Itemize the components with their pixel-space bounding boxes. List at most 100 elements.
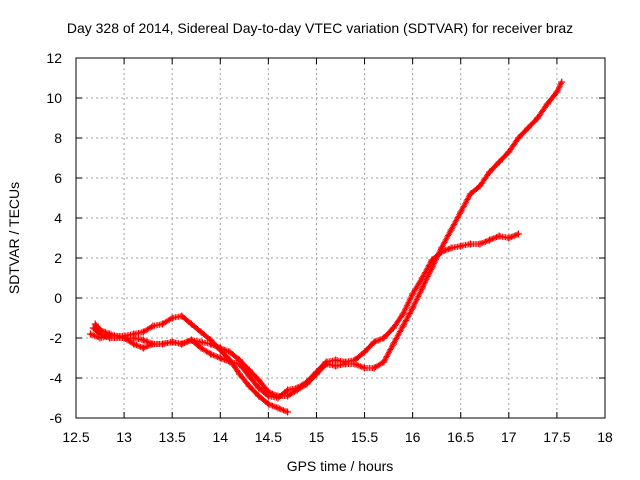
data-point xyxy=(476,240,484,248)
x-tick-label: 14.5 xyxy=(255,429,282,445)
data-point xyxy=(457,242,465,250)
data-point xyxy=(197,344,205,352)
data-point xyxy=(207,340,215,348)
data-point xyxy=(255,376,263,384)
series-markers xyxy=(90,231,522,401)
data-point xyxy=(476,182,484,190)
data-point xyxy=(418,284,426,292)
y-tick-label: 0 xyxy=(54,290,62,306)
y-tick-label: 4 xyxy=(54,210,62,226)
y-tick-label: 6 xyxy=(54,170,62,186)
y-tick-label: -4 xyxy=(50,370,63,386)
y-tick-label: -2 xyxy=(50,330,63,346)
data-point xyxy=(389,324,397,332)
x-tick-label: 13.5 xyxy=(159,429,186,445)
data-point xyxy=(187,320,195,328)
data-point xyxy=(437,244,445,252)
data-point xyxy=(216,344,224,352)
data-point xyxy=(303,380,311,388)
data-point xyxy=(495,158,503,166)
x-tick-label: 14 xyxy=(212,429,228,445)
data-point xyxy=(96,326,104,334)
data-point xyxy=(226,356,234,364)
data-point xyxy=(245,372,253,380)
data-point xyxy=(106,330,114,338)
data-point xyxy=(543,100,551,108)
data-point xyxy=(130,334,138,342)
data-point xyxy=(255,392,263,400)
data-point xyxy=(264,388,272,396)
x-tick-label: 15.5 xyxy=(351,429,378,445)
data-point xyxy=(197,328,205,336)
data-point xyxy=(245,366,253,374)
data-point xyxy=(428,264,436,272)
data-point xyxy=(149,322,157,330)
data-point xyxy=(361,364,369,372)
data-point xyxy=(466,240,474,248)
data-point xyxy=(149,340,157,348)
plot-frame xyxy=(75,57,606,419)
data-point xyxy=(341,360,349,368)
data-point xyxy=(505,234,513,242)
data-point xyxy=(274,404,282,412)
data-point xyxy=(466,190,474,198)
data-point xyxy=(168,338,176,346)
data-point xyxy=(553,88,561,96)
y-axis-label: SDTVAR / TECUs xyxy=(6,182,22,294)
data-point xyxy=(264,400,272,408)
data-point xyxy=(486,168,494,176)
data-point xyxy=(332,362,340,370)
data-point xyxy=(236,356,244,364)
data-point xyxy=(370,364,378,372)
data-point xyxy=(130,340,138,348)
x-tick-label: 18 xyxy=(597,429,613,445)
x-tick-label: 15 xyxy=(309,429,325,445)
data-point xyxy=(197,338,205,346)
data-point xyxy=(159,320,167,328)
data-point xyxy=(91,320,99,328)
data-point xyxy=(187,336,195,344)
data-point xyxy=(236,370,244,378)
data-point xyxy=(447,226,455,234)
data-point xyxy=(207,350,215,358)
x-tick-label: 16.5 xyxy=(447,429,474,445)
data-point xyxy=(274,392,282,400)
data-point xyxy=(226,348,234,356)
data-point xyxy=(524,124,532,132)
data-point xyxy=(399,310,407,318)
data-point xyxy=(96,334,104,342)
data-point xyxy=(284,386,292,394)
y-tick-label: 10 xyxy=(46,90,62,106)
x-tick-label: 17.5 xyxy=(543,429,570,445)
data-point xyxy=(380,358,388,366)
data-point xyxy=(293,386,301,394)
data-point xyxy=(312,370,320,378)
data-point xyxy=(361,348,369,356)
data-point xyxy=(284,408,292,416)
data-point xyxy=(380,334,388,342)
data-point xyxy=(505,148,513,156)
y-tick-label: 12 xyxy=(46,50,62,66)
data-layer xyxy=(86,78,566,416)
data-point xyxy=(120,334,128,342)
tick-layer: 12.5 13 13.5 14 14.5 15 15.5 16 16.5 17 17.5 18 -6 -4… xyxy=(46,50,613,445)
data-point xyxy=(409,304,417,312)
data-point xyxy=(245,382,253,390)
x-tick-label: 12.5 xyxy=(62,429,89,445)
y-tick-label: 8 xyxy=(54,130,62,146)
series-markers xyxy=(87,313,291,415)
data-point xyxy=(370,338,378,346)
data-point xyxy=(399,322,407,330)
data-point xyxy=(558,78,566,86)
data-point xyxy=(139,328,147,336)
data-point xyxy=(159,340,167,348)
data-point xyxy=(216,354,224,362)
y-tick-label: -6 xyxy=(50,410,63,426)
data-point xyxy=(514,134,522,142)
data-point xyxy=(178,340,186,348)
data-point xyxy=(139,336,147,344)
y-tick-label: 2 xyxy=(54,250,62,266)
x-tick-label: 13 xyxy=(116,429,132,445)
data-point xyxy=(409,290,417,298)
